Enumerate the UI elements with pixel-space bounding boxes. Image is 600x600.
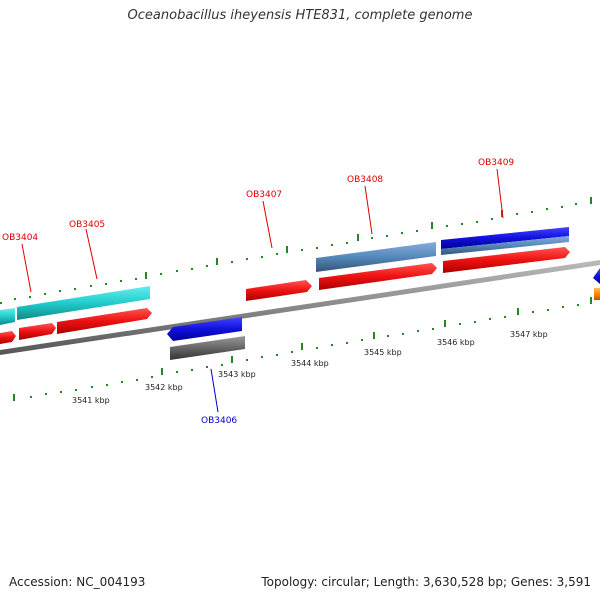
gene-label-ob3406: OB3406 [201,416,237,426]
gene-red-3[interactable] [57,308,152,334]
lower-strand-genes [167,268,600,360]
lower-tick-track [13,297,592,401]
gene-red-4[interactable] [319,263,437,290]
scale-label-3541: 3541 kbp [72,396,110,405]
gene-label-ob3408: OB3408 [347,175,383,185]
gene-ob3409-blue[interactable] [441,227,569,249]
gene-label-leaders [21,168,504,413]
scale-label-3547: 3547 kbp [510,330,548,339]
gene-ob3409-steelblue[interactable] [441,236,569,255]
scale-label-3542: 3542 kbp [145,383,183,392]
gene-ob3406-blue[interactable] [167,317,242,341]
accession-text: Accession: NC_004193 [9,575,146,589]
gene-label-ob3407: OB3407 [246,190,282,200]
scale-labels: 3541 kbp 3542 kbp 3543 kbp 3544 kbp 3545… [72,330,548,405]
gene-edge-orange[interactable] [594,288,600,300]
scale-label-3546: 3546 kbp [437,338,475,347]
gene-ob3405-cyan[interactable] [17,286,150,320]
genome-title: Oceanobacillus iheyensis HTE831, complet… [127,8,473,23]
scale-label-3543: 3543 kbp [218,370,256,379]
gene-label-ob3404: OB3404 [2,233,38,243]
red-gene-row [0,247,570,344]
gene-red-2[interactable] [19,323,56,340]
gene-labels: OB3404 OB3405 OB3406 OB3407 OB3408 OB340… [2,158,514,426]
scale-label-3545: 3545 kbp [364,348,402,357]
gene-red-1[interactable] [0,331,16,344]
gene-ob3407-red[interactable] [246,280,312,301]
gene-label-ob3409: OB3409 [478,158,514,168]
upper-strand-genes [0,227,569,325]
scale-label-3544: 3544 kbp [291,359,329,368]
gene-ob3406-gray[interactable] [170,336,245,360]
gene-ob3404-cyan[interactable] [0,308,15,325]
gene-red-5[interactable] [443,247,570,273]
gene-label-ob3405: OB3405 [69,220,105,230]
genome-backbone [0,260,600,355]
gene-edge-blue[interactable] [593,268,600,284]
gene-ob3408-steelblue[interactable] [316,242,436,272]
topology-summary-text: Topology: circular; Length: 3,630,528 bp… [261,575,591,589]
